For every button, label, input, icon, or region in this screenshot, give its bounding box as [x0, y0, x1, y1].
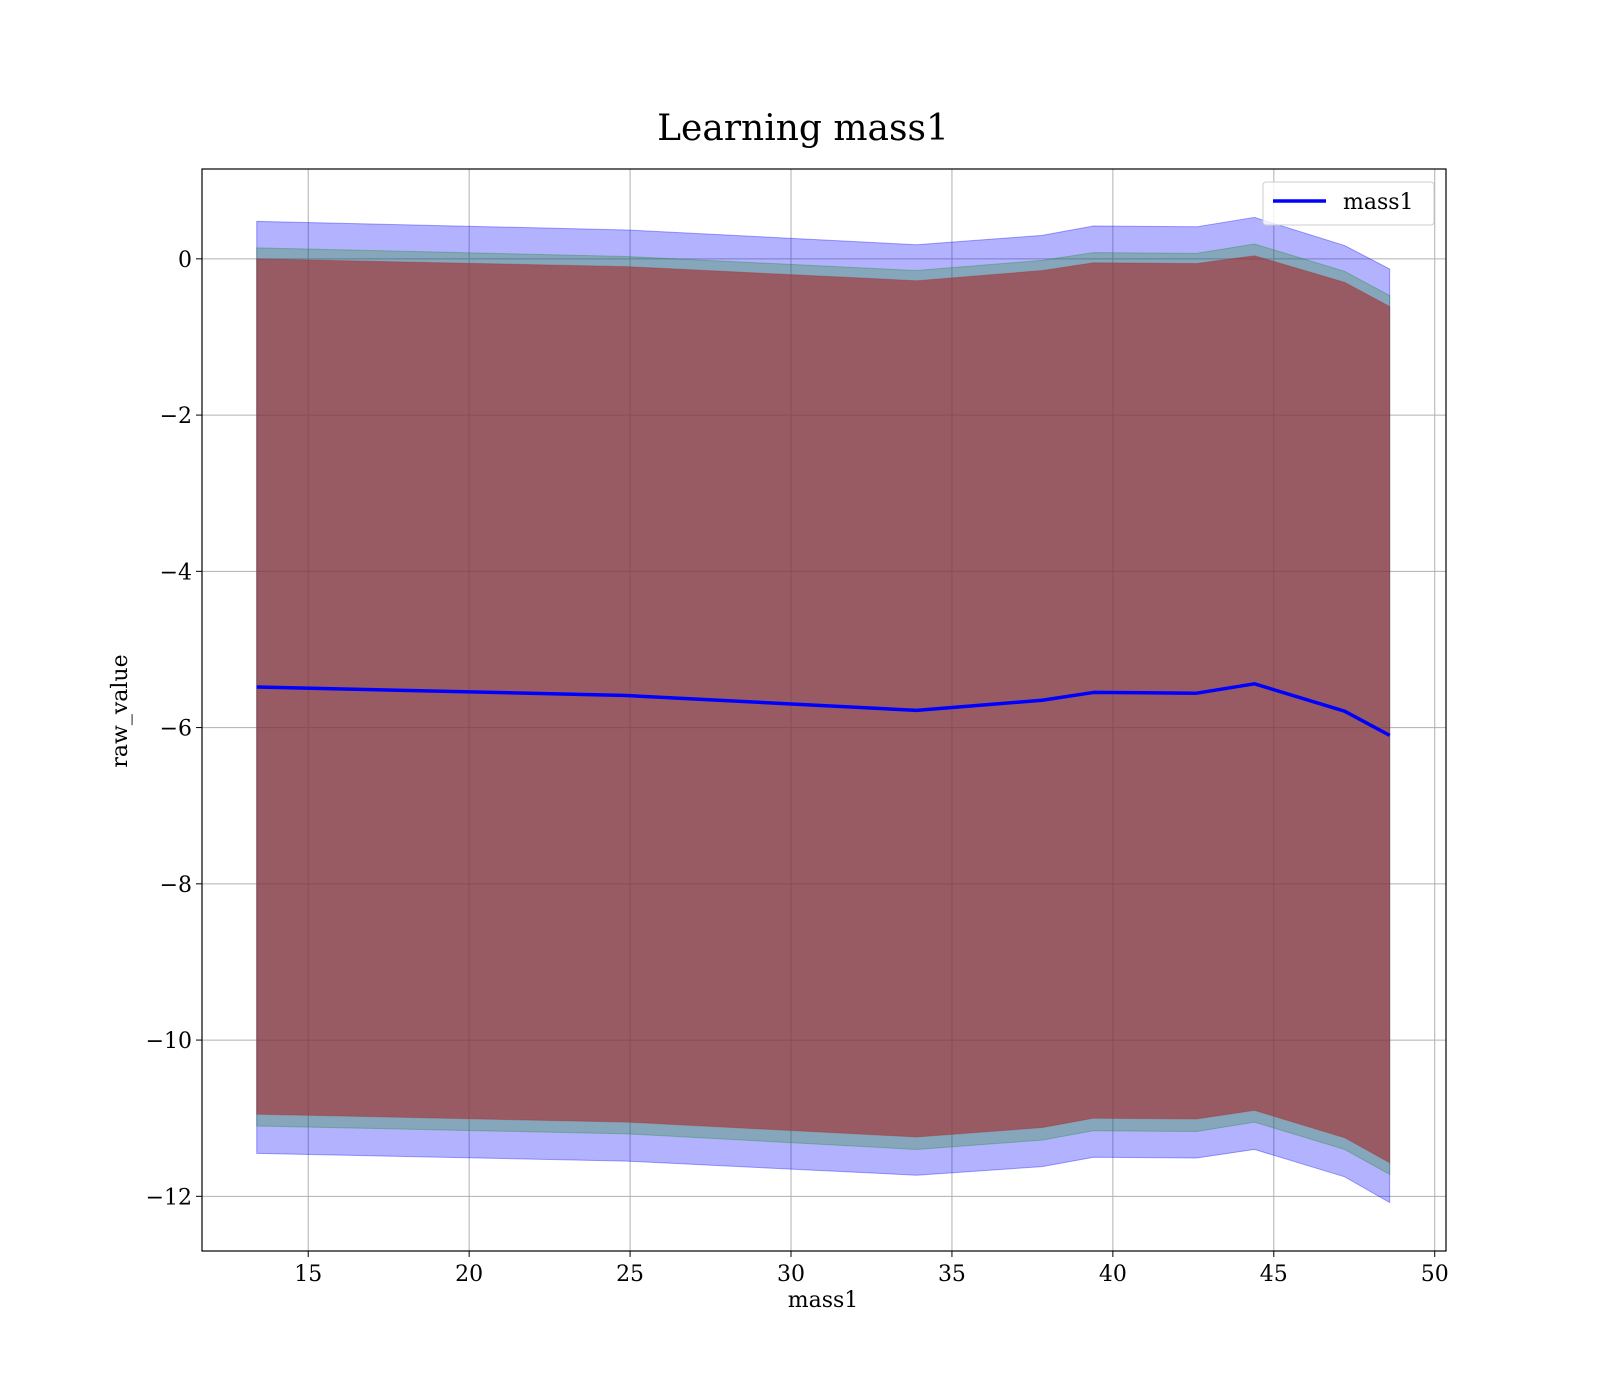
y-tick-label: −12 [146, 1185, 192, 1210]
x-tick-label: 40 [1099, 1262, 1127, 1287]
ticks: 15 20 25 30 35 40 45 50 0 −2 −4 −6 −8 −10 −12 [146, 248, 1449, 1287]
series-lines [256, 682, 1391, 737]
y-tick-label: −6 [160, 717, 192, 742]
y-tick-label: −8 [160, 873, 192, 898]
y-axis-label: raw_value [108, 654, 133, 767]
y-tick-label: −2 [160, 404, 192, 429]
band-2 [256, 255, 1391, 1164]
legend-label: mass1 [1343, 190, 1414, 215]
y-tick-label: −4 [160, 560, 192, 585]
plot-frame [201, 168, 1447, 1252]
x-tick-label: 45 [1260, 1262, 1288, 1287]
x-tick-label: 25 [616, 1262, 644, 1287]
x-tick-label: 35 [938, 1262, 966, 1287]
y-tick-label: −10 [146, 1029, 192, 1054]
x-tick-label: 20 [455, 1262, 483, 1287]
y-tick-label: 0 [178, 248, 192, 273]
confidence-bands [256, 216, 1391, 1204]
series-line-0 [256, 682, 1391, 737]
chart-title: Learning mass1 [657, 108, 949, 149]
legend-box [1262, 181, 1435, 226]
x-axis-label: mass1 [788, 1288, 859, 1313]
x-tick-label: 30 [777, 1262, 805, 1287]
legend: mass1 [1262, 181, 1435, 226]
x-tick-label: 15 [294, 1262, 322, 1287]
x-tick-label: 50 [1421, 1262, 1449, 1287]
